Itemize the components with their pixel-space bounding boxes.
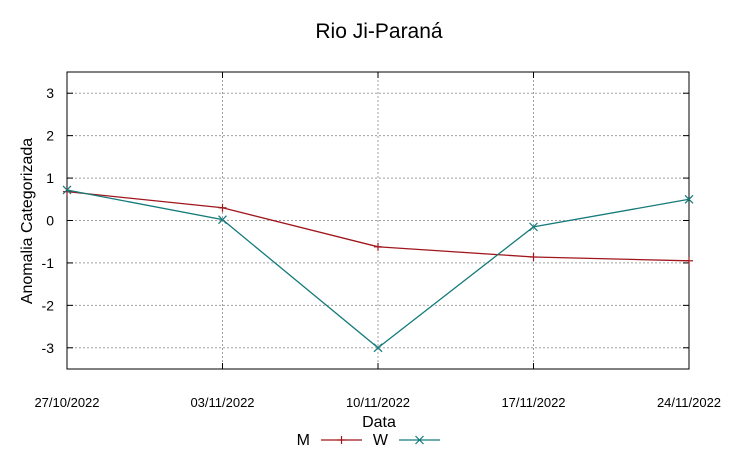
data-point bbox=[218, 215, 227, 225]
data-point bbox=[62, 185, 72, 195]
y-tick-label: -3 bbox=[42, 340, 55, 356]
x-axis-label: Data bbox=[362, 414, 396, 431]
data-point bbox=[684, 194, 694, 204]
x-tick-label: 10/11/2022 bbox=[346, 395, 410, 410]
data-point bbox=[63, 187, 71, 196]
series-m bbox=[63, 187, 693, 265]
data-point bbox=[529, 222, 538, 232]
legend-item-w: W bbox=[373, 432, 440, 449]
x-axis: 27/10/2022 03/11/2022 10/11/2022 17/11/2022… bbox=[34, 72, 721, 410]
data-point bbox=[337, 436, 346, 444]
y-axis: -3 -2 -1 0 1 2 3 bbox=[42, 85, 689, 356]
grid bbox=[66, 72, 690, 369]
y-tick-label: 2 bbox=[46, 128, 54, 144]
data-point bbox=[374, 242, 382, 251]
x-tick-label: 27/10/2022 bbox=[34, 395, 99, 410]
data-point bbox=[685, 256, 693, 265]
y-tick-label: 1 bbox=[46, 170, 54, 186]
data-point bbox=[218, 203, 227, 212]
y-tick-label: 3 bbox=[46, 85, 54, 101]
legend-label: M bbox=[297, 432, 310, 449]
x-tick-label: 24/11/2022 bbox=[657, 395, 721, 410]
plot-area bbox=[66, 71, 690, 370]
data-point bbox=[373, 343, 383, 353]
y-tick-label: -2 bbox=[42, 297, 55, 313]
chart-title: Rio Ji-Paraná bbox=[315, 20, 443, 43]
series-w bbox=[62, 185, 694, 353]
legend-label: W bbox=[373, 432, 389, 449]
series-group bbox=[62, 185, 694, 353]
legend-item-m: M bbox=[297, 432, 362, 449]
data-point bbox=[529, 252, 538, 261]
x-tick-label: 17/11/2022 bbox=[501, 395, 565, 410]
data-point bbox=[415, 435, 424, 445]
y-axis-label: Anomalia Categorizada bbox=[19, 138, 36, 304]
y-tick-label: 0 bbox=[46, 213, 54, 229]
y-tick-label: -1 bbox=[42, 255, 55, 271]
x-tick-label: 03/11/2022 bbox=[190, 395, 254, 410]
